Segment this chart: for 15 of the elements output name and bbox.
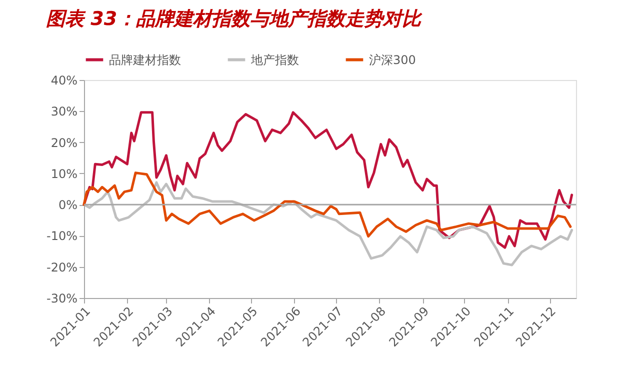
y-tick-label: 30% (50, 104, 78, 119)
y-tick-label: 0% (58, 198, 78, 212)
y-tick-label: -30% (46, 292, 78, 306)
legend-label: 品牌建材指数 (109, 52, 181, 67)
y-tick-label: 20% (50, 136, 78, 150)
line-series (82, 111, 574, 249)
chart-title: 图表 33：品牌建材指数与地产指数走势对比 (46, 8, 424, 30)
legend-label: 沪深300 (369, 52, 416, 67)
y-tick-label: 40% (50, 74, 78, 88)
y-tick-label: -20% (46, 260, 78, 274)
legend-label: 地产指数 (250, 52, 299, 67)
y-tick-label: -10% (46, 229, 78, 244)
line-series (82, 181, 574, 266)
line-series (82, 172, 572, 238)
y-tick-label: 10% (50, 166, 78, 181)
